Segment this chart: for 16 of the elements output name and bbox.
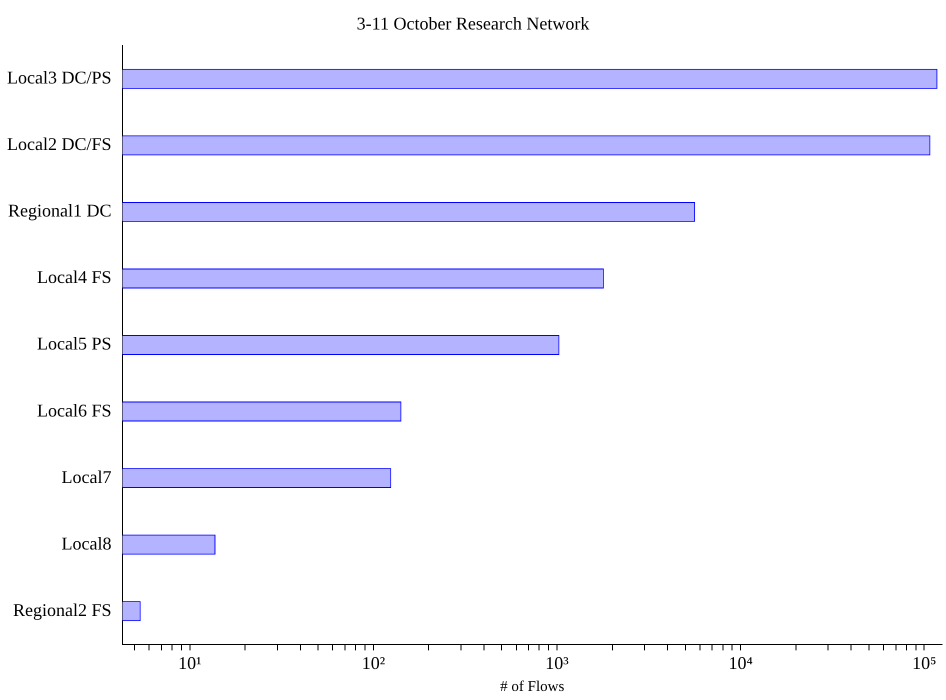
x-tick-label: 10² (362, 652, 386, 673)
y-tick-label: Local4 FS (37, 267, 112, 288)
y-tick-label: Local3 DC/PS (6, 68, 112, 88)
x-axis-title: # of Flows (500, 678, 564, 695)
y-tick-label: Regional1 DC (8, 200, 112, 221)
y-tick-label: Regional2 FS (12, 600, 112, 620)
x-tick-label: 10⁴ (728, 652, 753, 673)
x-tick-label: 10¹ (178, 652, 202, 673)
chart-title: 3-11 October Research Network (356, 14, 590, 34)
y-tick-label: Local7 (62, 466, 112, 487)
y-tick-label: Local8 (62, 533, 112, 554)
y-tick-label: Local2 DC/FS (6, 134, 112, 154)
x-tick-label: 10⁵ (912, 652, 936, 673)
y-tick-label: Local5 PS (37, 334, 112, 354)
y-tick-label: Local6 FS (37, 400, 112, 420)
x-tick-label: 10³ (545, 652, 570, 673)
